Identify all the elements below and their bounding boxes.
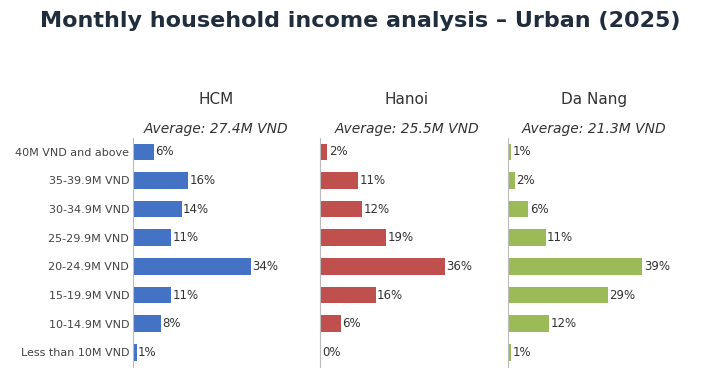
Bar (133, 230, 171, 246)
Text: 8%: 8% (162, 317, 181, 330)
Bar (133, 316, 161, 332)
Text: 34%: 34% (252, 260, 278, 273)
Text: 11%: 11% (360, 174, 386, 187)
Bar (508, 316, 549, 332)
Bar (508, 172, 515, 189)
Bar (508, 287, 608, 303)
Bar (508, 201, 528, 217)
Text: 6%: 6% (530, 202, 549, 216)
Text: 36%: 36% (446, 260, 472, 273)
Text: 11%: 11% (173, 288, 199, 302)
Text: Hanoi: Hanoi (384, 92, 429, 107)
Text: 19%: 19% (387, 231, 413, 244)
Text: 2%: 2% (516, 174, 534, 187)
Text: 2%: 2% (329, 145, 347, 159)
Text: 11%: 11% (547, 231, 573, 244)
Text: Average: 25.5M VND: Average: 25.5M VND (335, 122, 479, 136)
Bar (133, 344, 137, 361)
Text: 6%: 6% (156, 145, 174, 159)
Bar (320, 258, 445, 275)
Text: 16%: 16% (377, 288, 403, 302)
Bar (133, 258, 251, 275)
Text: 1%: 1% (513, 346, 531, 359)
Text: 39%: 39% (644, 260, 670, 273)
Bar (320, 316, 341, 332)
Text: 11%: 11% (173, 231, 199, 244)
Text: Da Nang: Da Nang (561, 92, 627, 107)
Text: 16%: 16% (190, 174, 216, 187)
Text: 1%: 1% (513, 145, 531, 159)
Bar (508, 230, 546, 246)
Bar (133, 287, 171, 303)
Bar (133, 201, 181, 217)
Text: 6%: 6% (343, 317, 361, 330)
Text: HCM: HCM (199, 92, 233, 107)
Bar (320, 144, 328, 160)
Bar (508, 344, 511, 361)
Bar (320, 201, 362, 217)
Bar (133, 172, 189, 189)
Text: 12%: 12% (551, 317, 577, 330)
Bar (508, 144, 511, 160)
Text: Average: 21.3M VND: Average: 21.3M VND (522, 122, 666, 136)
Bar (320, 230, 386, 246)
Bar (508, 258, 642, 275)
Text: 14%: 14% (183, 202, 209, 216)
Text: 1%: 1% (138, 346, 157, 359)
Text: 0%: 0% (322, 346, 341, 359)
Text: 12%: 12% (364, 202, 390, 216)
Bar (320, 287, 376, 303)
Bar (320, 172, 359, 189)
Text: Average: 27.4M VND: Average: 27.4M VND (144, 122, 288, 136)
Text: 29%: 29% (609, 288, 635, 302)
Bar (133, 144, 154, 160)
Text: Monthly household income analysis – Urban (2025): Monthly household income analysis – Urba… (40, 11, 680, 31)
